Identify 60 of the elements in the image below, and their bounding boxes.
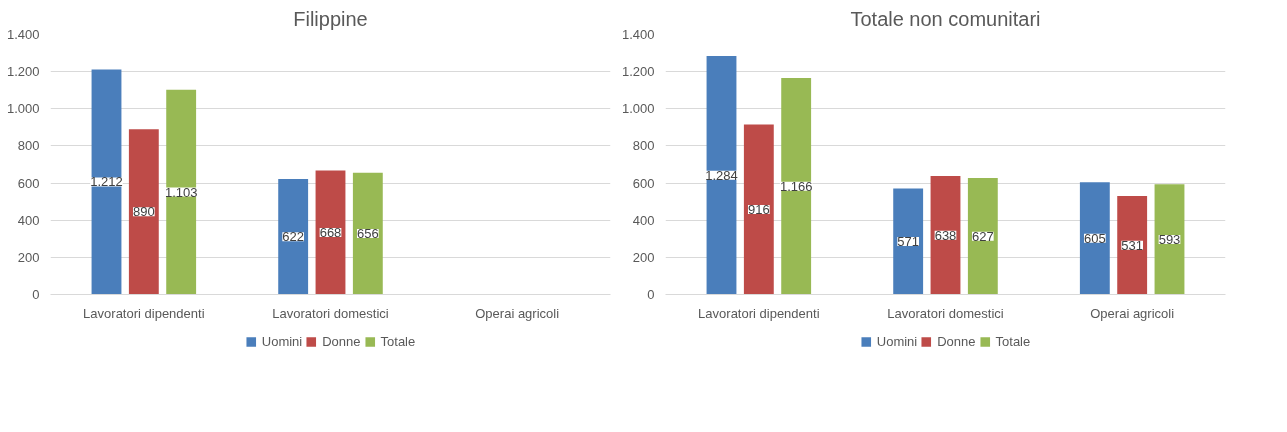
bar [128,129,159,295]
bar [278,178,309,295]
bar [706,56,737,295]
bar [967,178,998,295]
legend-label: Totale [380,333,416,349]
legend-label: Uomini [261,333,303,349]
y-tick-label: 0 [647,287,655,302]
data-label: 593 [1158,231,1181,247]
y-tick-label: 1.400 [6,27,40,42]
x-tick-label: Lavoratori domestici [272,305,389,321]
bar [930,176,961,295]
y-tick-label: 600 [632,175,655,191]
bar [352,172,383,295]
data-label: 1.103 [164,184,198,200]
bar [91,69,122,295]
bar [315,170,346,295]
data-label: 627 [971,228,994,244]
y-tick-label: 800 [632,138,655,154]
y-tick-label: 1.000 [6,101,40,117]
x-tick-label: Operai agricoli [1090,305,1175,321]
data-label: 890 [132,204,155,220]
bar [166,89,197,295]
data-label: 605 [1083,230,1106,246]
bar [1117,195,1148,295]
data-label: 1.166 [779,178,813,194]
data-label: 1.212 [90,174,123,190]
legend-label: Uomini [876,333,918,349]
data-label: 531 [1121,237,1144,253]
data-label: 656 [356,226,379,242]
bar [1154,184,1185,295]
y-tick-label: 1.200 [6,64,40,80]
y-tick-label: 800 [17,138,40,154]
chart-title: Filippine [293,7,368,30]
data-label: 1.284 [705,167,738,183]
y-tick-label: 0 [32,287,40,302]
data-label: 916 [747,201,770,217]
data-label: 571 [897,233,920,249]
bar [893,188,924,295]
y-tick-label: 600 [17,175,40,191]
x-tick-label: Operai agricoli [475,305,560,321]
x-tick-label: Lavoratori domestici [887,305,1004,321]
chart-title: Totale non comunitari [850,7,1041,30]
bar [1079,182,1110,295]
data-label: 622 [282,229,305,245]
y-tick-label: 200 [632,249,655,265]
legend-label: Totale [995,333,1031,349]
x-tick-label: Lavoratori dipendenti [83,305,205,321]
y-tick-label: 1.200 [621,64,655,80]
bar [781,77,812,295]
y-tick-label: 200 [17,249,40,265]
y-tick-label: 1.400 [621,27,655,42]
x-tick-label: Lavoratori dipendenti [698,305,820,321]
legend-label: Donne [322,333,361,349]
data-label: 668 [319,224,342,240]
y-tick-label: 1.000 [621,101,655,117]
data-label: 638 [934,227,957,243]
legend-label: Donne [937,333,976,349]
y-tick-label: 400 [17,212,40,228]
y-tick-label: 400 [632,212,655,228]
bar [743,124,774,295]
